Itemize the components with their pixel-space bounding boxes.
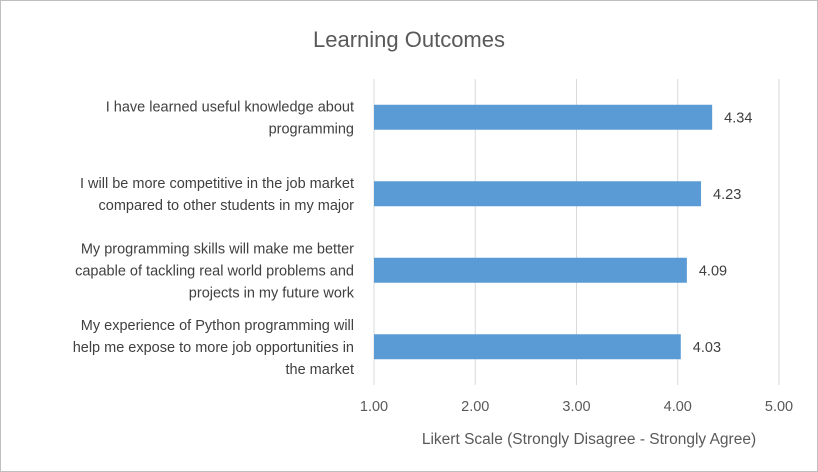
category-label: compared to other students in my major bbox=[99, 198, 355, 214]
category-label: programming bbox=[269, 121, 354, 137]
bar bbox=[374, 334, 681, 360]
category-label: help me expose to more job opportunities… bbox=[73, 340, 354, 356]
x-tick-label: 1.00 bbox=[360, 399, 388, 415]
category-label: capable of tackling real world problems … bbox=[75, 263, 354, 279]
x-tick-label: 2.00 bbox=[461, 399, 489, 415]
bar bbox=[374, 257, 687, 283]
category-label: My programming skills will make me bette… bbox=[81, 241, 354, 257]
data-labels: 4.34 4.23 4.09 4.03 bbox=[693, 110, 753, 356]
bar bbox=[374, 181, 702, 207]
chart-title: Learning Outcomes bbox=[313, 27, 505, 52]
category-label: projects in my future work bbox=[189, 285, 355, 301]
data-label: 4.09 bbox=[699, 263, 727, 279]
category-label: I will be more competitive in the job ma… bbox=[80, 176, 354, 192]
data-label: 4.23 bbox=[713, 187, 741, 203]
category-label: the market bbox=[286, 362, 355, 378]
data-label: 4.34 bbox=[724, 110, 752, 126]
x-tick-label: 3.00 bbox=[562, 399, 590, 415]
data-label: 4.03 bbox=[693, 340, 721, 356]
x-axis-label: Likert Scale (Strongly Disagree - Strong… bbox=[422, 431, 756, 448]
x-tick-label: 4.00 bbox=[664, 399, 692, 415]
category-label: I have learned useful knowledge about bbox=[106, 99, 354, 115]
gridlines bbox=[373, 79, 780, 385]
x-tick-label: 5.00 bbox=[765, 399, 793, 415]
category-labels: I have learned useful knowledge about pro… bbox=[73, 99, 355, 378]
bar bbox=[374, 104, 713, 130]
bars bbox=[374, 104, 713, 360]
category-label: My experience of Python programming will bbox=[81, 318, 354, 334]
x-tick-labels: 1.00 2.00 3.00 4.00 5.00 bbox=[360, 399, 793, 415]
